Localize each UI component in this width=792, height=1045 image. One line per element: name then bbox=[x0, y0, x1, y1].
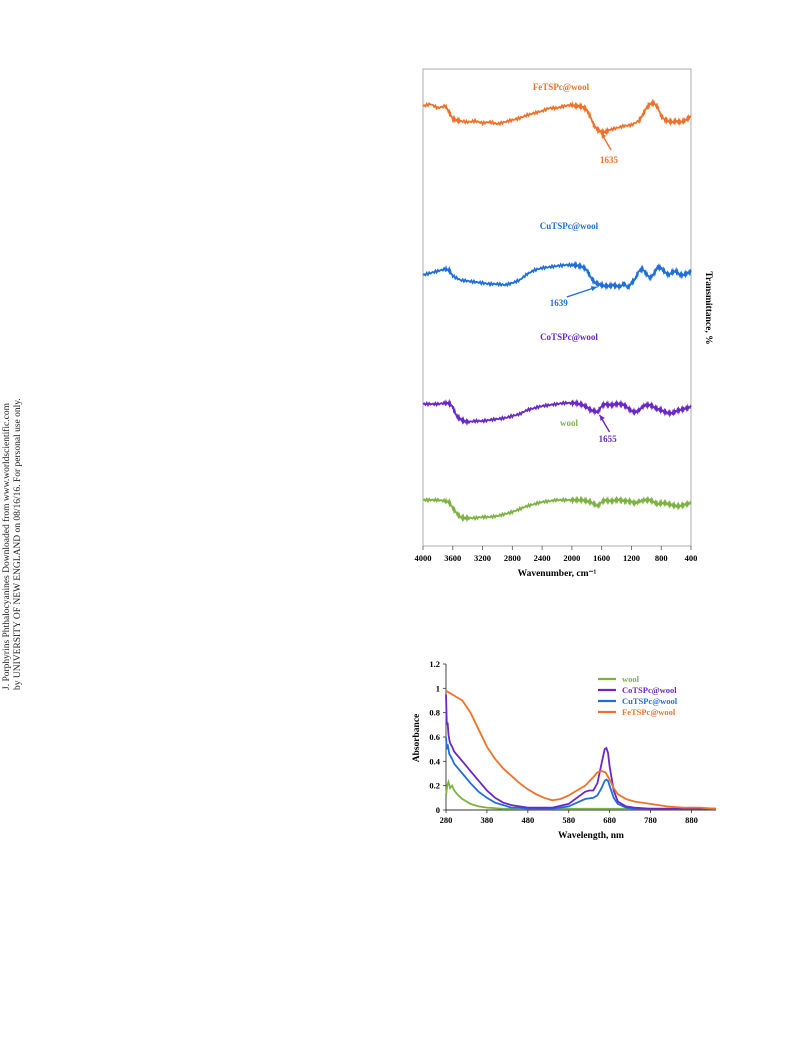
peak-label: 1639 bbox=[550, 298, 569, 308]
x-tick-label: 1600 bbox=[593, 553, 610, 563]
series-line-fetspc-wool bbox=[422, 98, 692, 137]
series-label: CuTSPc@wool bbox=[540, 221, 599, 231]
peak-label: 1635 bbox=[600, 155, 619, 165]
y-tick-label: 1 bbox=[436, 683, 440, 693]
x-tick-label: 2400 bbox=[534, 553, 551, 563]
x-tick-label: 480 bbox=[521, 815, 534, 825]
x-tick-label: 2000 bbox=[563, 553, 580, 563]
peak-label: 1655 bbox=[599, 434, 618, 444]
y-tick-label: 0.8 bbox=[429, 708, 440, 718]
series-label: CoTSPc@wool bbox=[540, 332, 598, 342]
legend-label: CoTSPc@wool bbox=[622, 685, 677, 695]
series-line-wool bbox=[445, 778, 716, 810]
x-tick-label: 3600 bbox=[444, 553, 461, 563]
peak-arrow-head bbox=[590, 286, 597, 292]
x-tick-label: 380 bbox=[481, 815, 494, 825]
series-label: FeTSPc@wool bbox=[533, 82, 590, 92]
series-line-cotspc-wool bbox=[445, 694, 716, 810]
plot-frame bbox=[422, 68, 692, 547]
series-line-wool bbox=[422, 495, 692, 523]
legend-label: wool bbox=[622, 674, 640, 684]
series-line-cutspc-wool bbox=[422, 260, 692, 291]
peak-arrow-head bbox=[599, 415, 605, 421]
y-tick-label: 0 bbox=[436, 805, 440, 815]
x-tick-label: 4000 bbox=[415, 553, 432, 563]
series-line-fetspc-wool bbox=[445, 690, 717, 810]
x-tick-label: 1200 bbox=[623, 553, 640, 563]
series-line-cutspc-wool bbox=[445, 736, 716, 810]
legend-label: CuTSPc@wool bbox=[622, 696, 678, 706]
y-axis-label: Transmittance, % bbox=[703, 271, 713, 344]
x-tick-label: 580 bbox=[562, 815, 575, 825]
x-tick-label: 3200 bbox=[474, 553, 491, 563]
y-tick-label: 1.2 bbox=[429, 659, 440, 669]
y-tick-label: 0.2 bbox=[429, 781, 440, 791]
legend-label: FeTSPc@wool bbox=[622, 707, 676, 717]
x-tick-label: 880 bbox=[685, 815, 698, 825]
y-tick-label: 0.6 bbox=[429, 732, 440, 742]
peak-arrow-head bbox=[601, 133, 607, 139]
y-tick-label: 0.4 bbox=[429, 756, 440, 766]
x-tick-label: 780 bbox=[644, 815, 657, 825]
x-tick-label: 680 bbox=[603, 815, 616, 825]
x-tick-label: 400 bbox=[685, 553, 698, 563]
x-axis-label: Wavenumber, cm⁻¹ bbox=[518, 569, 597, 579]
x-tick-label: 280 bbox=[440, 815, 453, 825]
y-axis-label: Absorbance bbox=[412, 714, 422, 763]
series-line-cotspc-wool bbox=[422, 398, 692, 427]
series-label: wool bbox=[560, 418, 578, 428]
x-tick-label: 800 bbox=[655, 553, 668, 563]
x-axis-label: Wavelength, nm bbox=[558, 831, 624, 841]
x-tick-label: 2800 bbox=[504, 553, 521, 563]
